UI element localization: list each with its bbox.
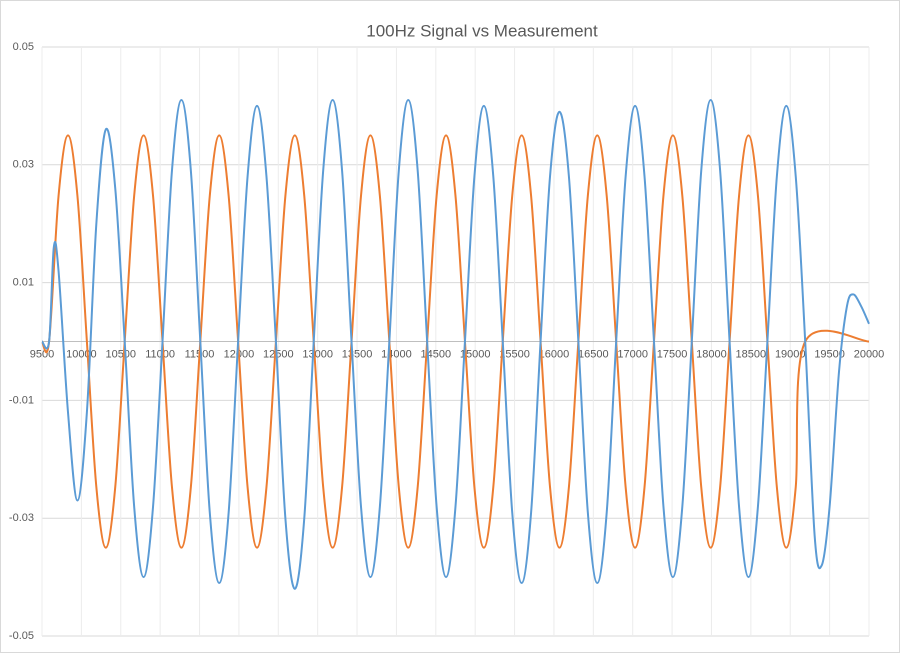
x-tick-label: 18500 [736,348,767,360]
x-tick-label: 11000 [145,348,175,360]
y-tick-label: 0.01 [13,277,34,289]
x-tick-label: 13000 [302,348,333,360]
x-tick-label: 20000 [854,348,885,360]
x-tick-label: 18000 [696,348,727,360]
x-tick-label: 14000 [381,348,412,360]
x-tick-label: 15000 [460,348,491,360]
y-tick-label: -0.01 [9,394,34,406]
x-tick-label: 13500 [342,348,373,360]
x-tick-label: 10500 [105,348,136,360]
x-tick-label: 12500 [263,348,294,360]
x-tick-label: 19500 [814,348,845,360]
x-tick-label: 17500 [657,348,688,360]
x-tick-label: 9500 [30,348,54,360]
x-tick-label: 17000 [617,348,648,360]
y-tick-label: -0.05 [9,630,34,642]
series-line [41,99,870,590]
chart-title: 100Hz Signal vs Measurement [366,21,598,40]
x-tick-label: 16000 [539,348,570,360]
x-tick-label: 15500 [499,348,530,360]
y-tick-label: 0.03 [13,159,34,171]
x-tick-label: 19000 [775,348,806,360]
x-tick-label: 10000 [66,348,97,360]
y-tick-label: -0.03 [9,512,34,524]
y-tick-label: 0.05 [13,41,34,53]
x-tick-label: 16500 [578,348,609,360]
